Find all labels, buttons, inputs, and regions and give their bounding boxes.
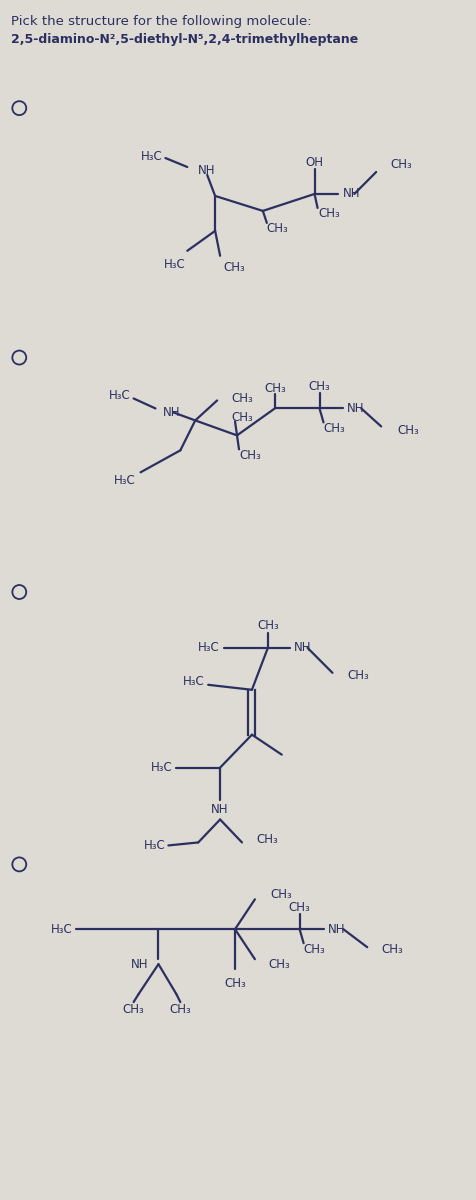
Text: CH₃: CH₃ [268,958,290,971]
Text: Pick the structure for the following molecule:: Pick the structure for the following mol… [11,16,311,29]
Text: NH: NH [347,402,364,415]
Text: H₃C: H₃C [163,258,185,271]
Text: CH₃: CH₃ [230,392,252,404]
Text: CH₃: CH₃ [263,382,285,395]
Text: CH₃: CH₃ [122,1002,144,1015]
Text: H₃C: H₃C [51,923,73,936]
Text: NH: NH [131,958,148,971]
Text: OH: OH [305,156,323,168]
Text: NH: NH [198,164,215,178]
Text: NH: NH [342,187,359,200]
Text: CH₃: CH₃ [238,449,260,462]
Text: CH₃: CH₃ [389,157,411,170]
Text: NH: NH [293,641,310,654]
Text: H₃C: H₃C [140,150,162,162]
Text: CH₃: CH₃ [255,833,277,846]
Text: NH: NH [327,923,344,936]
Text: CH₃: CH₃ [308,380,330,392]
Text: 2,5-diamino-N²,5-diethyl-N⁵,2,4-trimethylheptane: 2,5-diamino-N²,5-diethyl-N⁵,2,4-trimethy… [11,34,358,47]
Text: CH₃: CH₃ [223,262,244,275]
Text: CH₃: CH₃ [347,670,368,683]
Text: CH₃: CH₃ [169,1002,191,1015]
Text: CH₃: CH₃ [380,943,402,955]
Text: CH₃: CH₃ [323,422,345,434]
Text: CH₃: CH₃ [266,222,288,235]
Text: H₃C: H₃C [109,389,130,402]
Text: H₃C: H₃C [150,761,172,774]
Text: H₃C: H₃C [143,839,165,852]
Text: CH₃: CH₃ [224,977,246,990]
Text: CH₃: CH₃ [303,943,325,955]
Text: CH₃: CH₃ [288,901,310,913]
Text: H₃C: H₃C [198,641,219,654]
Text: H₃C: H₃C [114,474,135,487]
Text: CH₃: CH₃ [257,619,278,632]
Text: CH₃: CH₃ [230,410,252,424]
Text: NH: NH [211,803,228,816]
Text: CH₃: CH₃ [396,424,418,437]
Text: CH₃: CH₃ [270,888,292,901]
Text: H₃C: H₃C [182,676,204,689]
Text: NH: NH [162,406,179,419]
Text: CH₃: CH₃ [318,208,339,221]
